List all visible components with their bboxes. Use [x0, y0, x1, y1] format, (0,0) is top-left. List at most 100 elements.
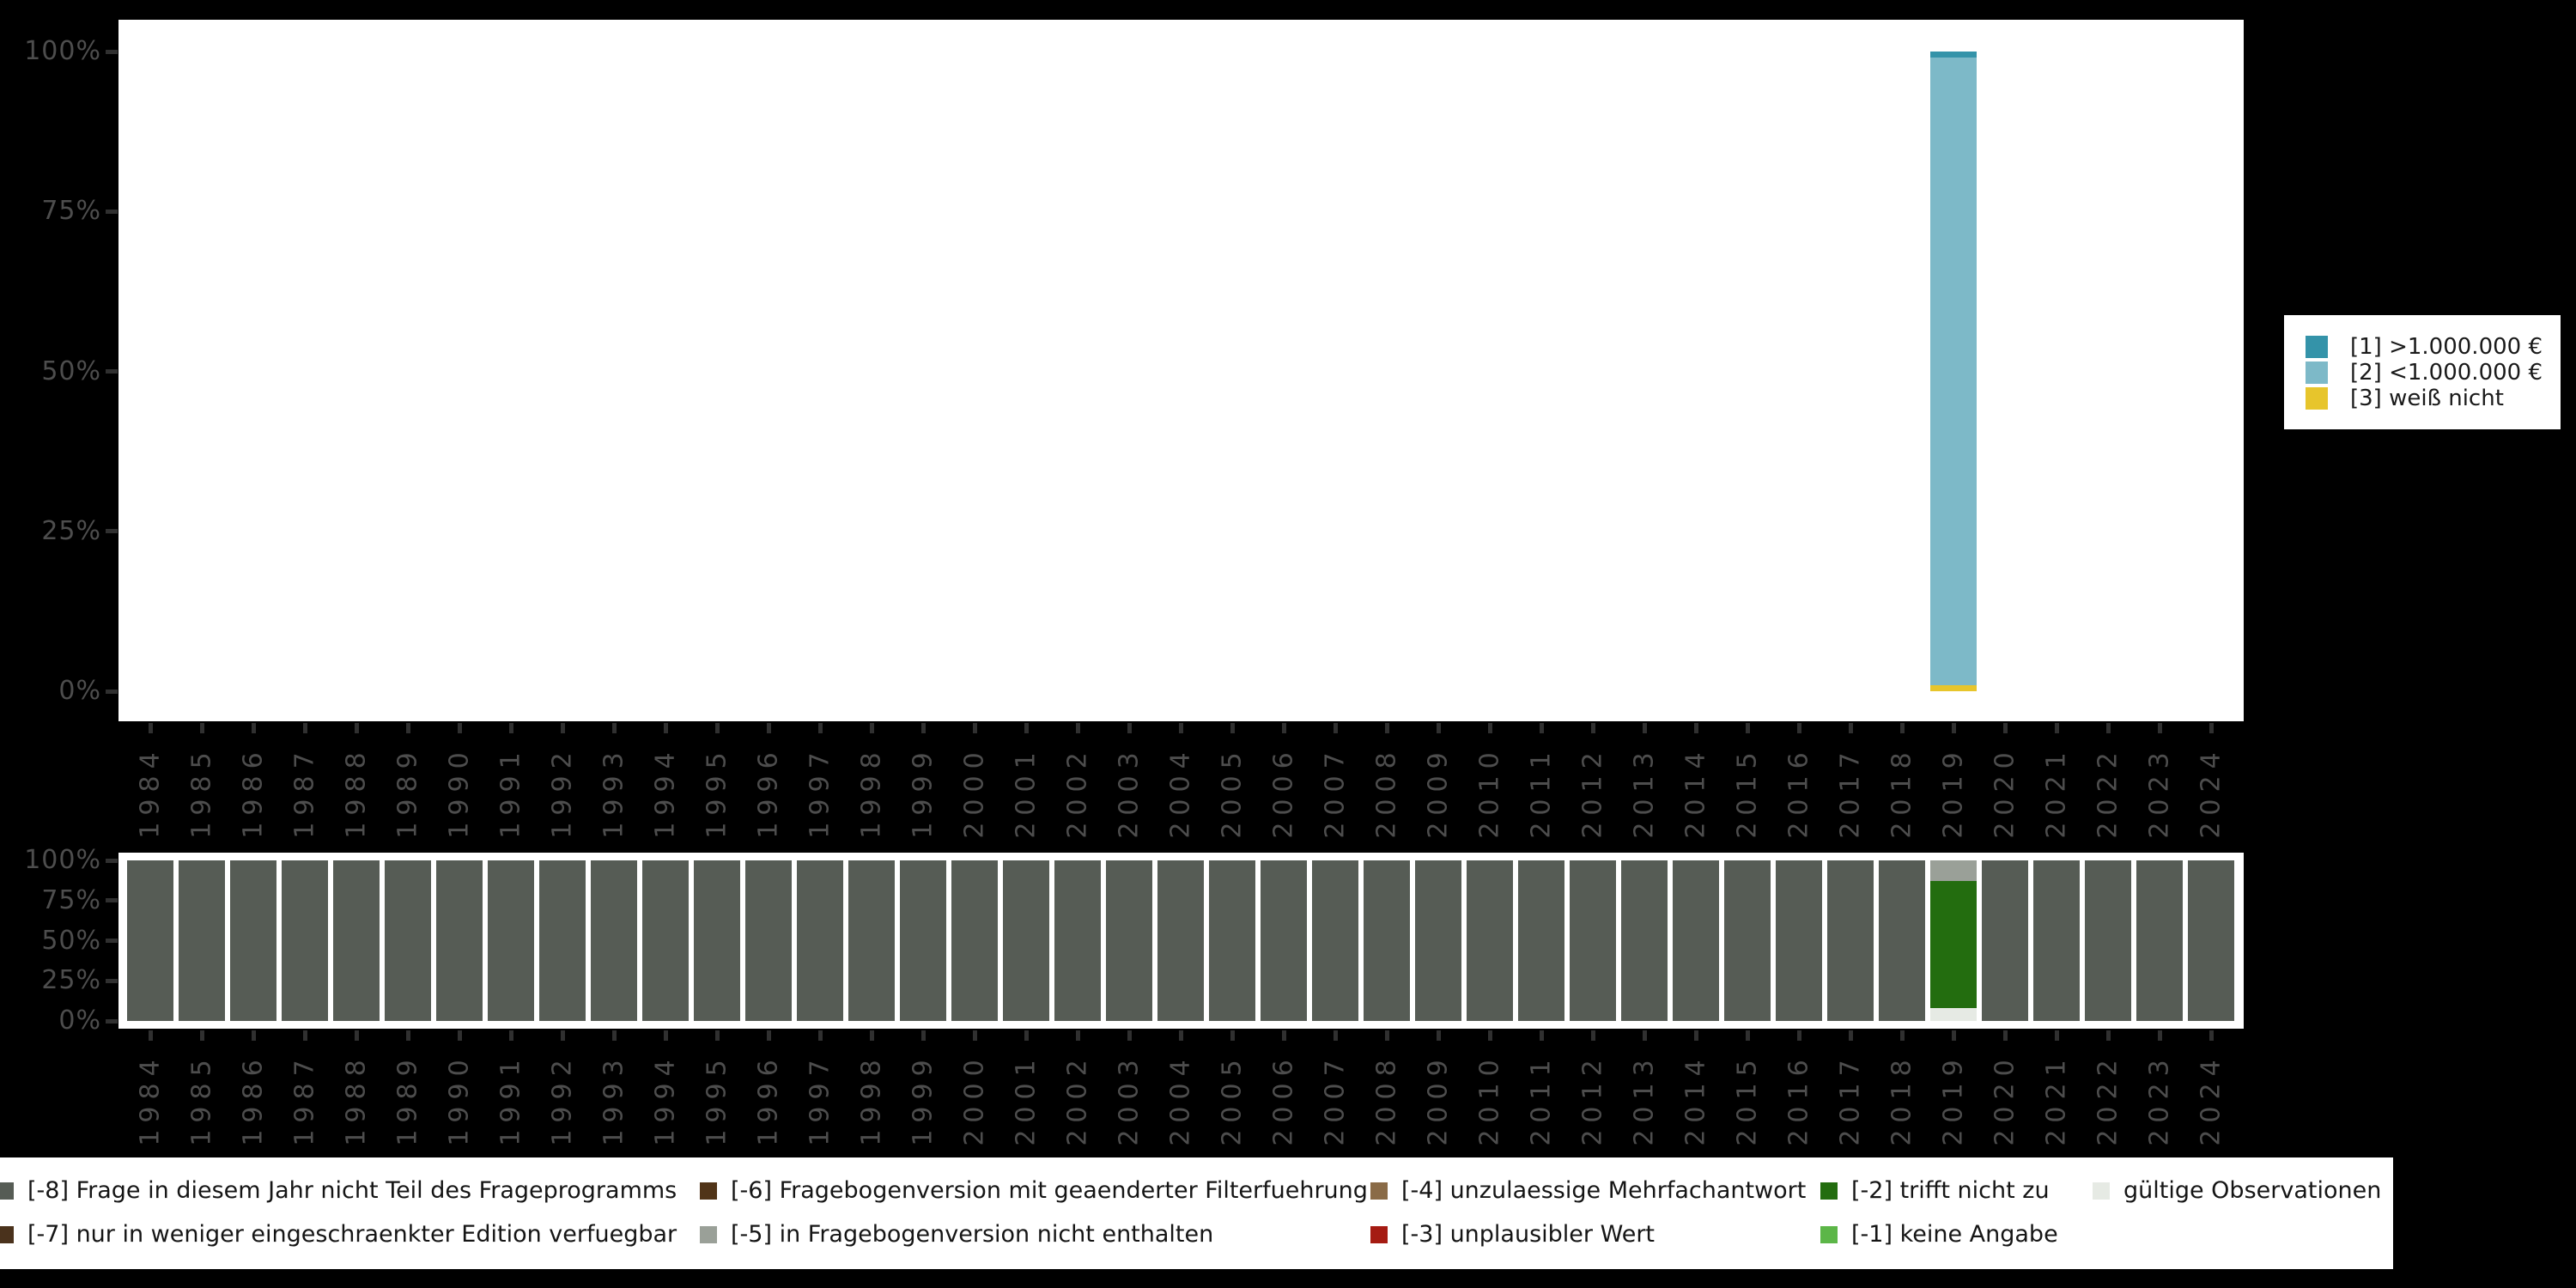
bar-2017 — [1827, 860, 1874, 1021]
x-tick-cell — [2136, 723, 2183, 733]
bar-2012 — [1570, 52, 1616, 691]
bar-segment — [282, 860, 328, 1021]
x-tick-cell — [694, 1030, 740, 1041]
x-label-cell: 2022 — [2085, 1044, 2131, 1154]
x-tick-label: 2018 — [1886, 1052, 1917, 1146]
x-tick-cell — [1570, 1030, 1616, 1041]
x-tick-cell — [591, 1030, 637, 1041]
x-label-cell: 2001 — [1003, 737, 1049, 847]
x-tick — [2054, 1030, 2059, 1041]
x-label-cell: 1993 — [591, 1044, 637, 1154]
x-label-cell: 1987 — [282, 1044, 328, 1154]
x-tick — [1230, 1030, 1235, 1041]
legend-label: [-7] nur in weniger eingeschraenkter Edi… — [27, 1221, 677, 1248]
x-tick — [1642, 723, 1647, 733]
x-tick — [457, 723, 462, 733]
bar-segment — [1364, 860, 1410, 1021]
x-tick-label: 1988 — [341, 744, 372, 839]
bar-2011 — [1518, 860, 1564, 1021]
bar-1989 — [385, 860, 431, 1021]
x-label-cell: 2020 — [1982, 1044, 2028, 1154]
x-tick-cell — [230, 723, 276, 733]
legend-label: [2] <1.000.000 € — [2350, 360, 2543, 386]
legend-label: [-3] unplausibler Wert — [1401, 1221, 1656, 1248]
x-tick — [1590, 1030, 1595, 1041]
bar-1988 — [333, 52, 380, 691]
bar-2017 — [1827, 52, 1874, 691]
bar-segment — [1518, 860, 1564, 1021]
bar-2024 — [2188, 52, 2234, 691]
x-label-cell: 1985 — [179, 737, 225, 847]
bar-2011 — [1518, 52, 1564, 691]
bar-2003 — [1106, 860, 1152, 1021]
x-label-cell: 2021 — [2033, 1044, 2080, 1154]
bar-segment — [1776, 860, 1822, 1021]
x-tick-cell — [745, 723, 792, 733]
x-tick-cell — [1157, 723, 1204, 733]
x-tick-cell — [333, 1030, 380, 1041]
x-tick — [1384, 723, 1389, 733]
x-tick — [2002, 1030, 2008, 1041]
bar-segment — [385, 860, 431, 1021]
bar-2020 — [1982, 52, 2028, 691]
x-tick-label: 2015 — [1732, 744, 1763, 839]
bar-1991 — [488, 860, 534, 1021]
x-tick — [1796, 723, 1801, 733]
x-tick-label: 1987 — [289, 744, 320, 839]
x-tick-label: 2016 — [1783, 1052, 1814, 1146]
x-tick-cell — [1570, 723, 1616, 733]
x-label-cell: 2004 — [1157, 737, 1204, 847]
bar-1987 — [282, 52, 328, 691]
legend-swatch — [2306, 336, 2328, 358]
x-tick-label: 1991 — [495, 744, 526, 839]
x-tick-cell — [848, 723, 895, 733]
bar-2008 — [1364, 860, 1410, 1021]
x-label-cell: 2001 — [1003, 1044, 1049, 1154]
x-tick — [1642, 1030, 1647, 1041]
x-tick-cell — [1157, 1030, 1204, 1041]
bar-1997 — [797, 860, 843, 1021]
legend-item: [-3] unplausibler Wert — [1370, 1222, 1655, 1248]
bar-2001 — [1003, 52, 1049, 691]
x-tick — [148, 1030, 153, 1041]
x-label-cell: 1998 — [848, 737, 895, 847]
top-chart-bars — [127, 52, 2234, 691]
x-tick-cell — [282, 1030, 328, 1041]
bar-1984 — [127, 860, 173, 1021]
x-tick-label: 2002 — [1062, 1052, 1093, 1146]
bar-1987 — [282, 860, 328, 1021]
bar-2013 — [1621, 52, 1668, 691]
x-tick-cell — [436, 1030, 483, 1041]
y-tick-label: 50% — [41, 925, 101, 956]
bar-2004 — [1157, 860, 1204, 1021]
bar-2008 — [1364, 52, 1410, 691]
x-tick-label: 2006 — [1268, 744, 1299, 839]
x-tick-label: 2008 — [1371, 1052, 1402, 1146]
bar-1996 — [745, 52, 792, 691]
x-label-cell: 2000 — [951, 1044, 998, 1154]
x-tick — [869, 1030, 874, 1041]
x-label-cell: 1997 — [797, 1044, 843, 1154]
x-tick-cell — [1003, 1030, 1049, 1041]
x-tick-cell — [1827, 723, 1874, 733]
x-tick-cell — [900, 1030, 946, 1041]
bar-segment — [1209, 860, 1255, 1021]
x-tick — [1127, 723, 1132, 733]
legend-swatch — [2093, 1182, 2110, 1200]
bar-segment — [488, 860, 534, 1021]
x-label-cell: 2006 — [1261, 1044, 1307, 1154]
x-tick — [1436, 723, 1441, 733]
bar-2023 — [2136, 52, 2183, 691]
bar-segment — [539, 860, 586, 1021]
x-tick-cell — [179, 723, 225, 733]
x-tick-cell — [591, 723, 637, 733]
x-tick-cell — [1415, 723, 1461, 733]
x-tick-cell — [951, 1030, 998, 1041]
x-tick-cell — [539, 1030, 586, 1041]
x-label-cell: 2022 — [2085, 737, 2131, 847]
bar-2005 — [1209, 52, 1255, 691]
x-tick-label: 1995 — [702, 1052, 732, 1146]
x-label-cell: 1996 — [745, 737, 792, 847]
legend-item: [3] weiß nicht — [2306, 387, 2561, 410]
legend-swatch — [2306, 387, 2328, 410]
